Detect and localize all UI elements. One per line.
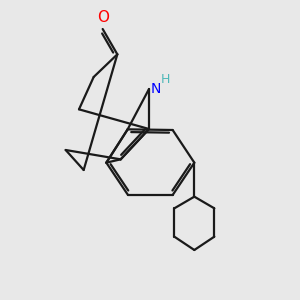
- Text: H: H: [160, 73, 170, 86]
- Text: O: O: [97, 11, 109, 26]
- Text: N: N: [151, 82, 161, 96]
